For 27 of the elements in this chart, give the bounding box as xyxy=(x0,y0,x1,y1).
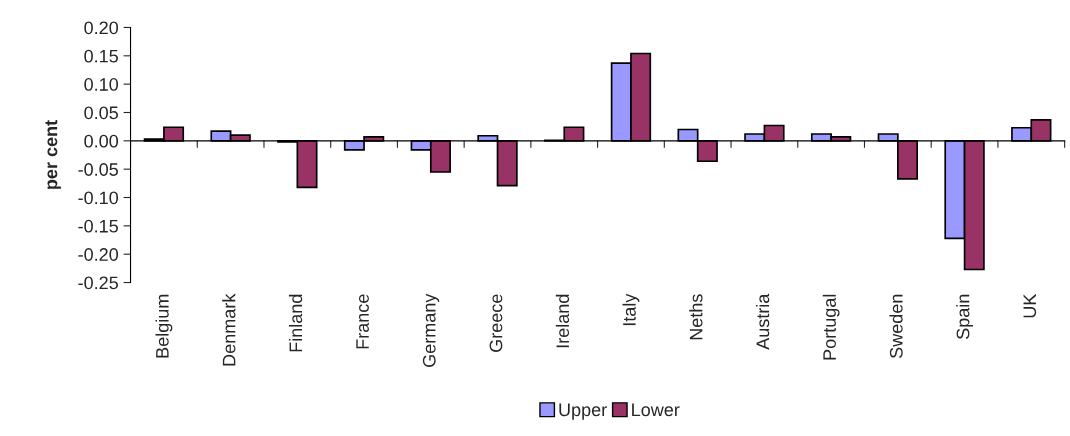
y-tick-label: 0.00 xyxy=(84,134,119,148)
y-tick-label: 0.10 xyxy=(84,78,119,91)
x-tick-label: Neths xyxy=(689,294,703,340)
x-tick-label: Denmark xyxy=(222,293,236,366)
x-tick-label: Austria xyxy=(755,293,770,350)
x-tick-label: Germany xyxy=(422,293,440,367)
x-tick-label: Sweden xyxy=(889,294,903,359)
x-tick-label: Italy xyxy=(622,293,640,326)
y-tick-label: -0.15 xyxy=(78,219,118,233)
y-axis-title: per cent xyxy=(45,120,61,189)
x-tick-label: Finland xyxy=(288,294,303,352)
legend-label: Lower xyxy=(632,403,680,417)
x-tick-label: France xyxy=(356,294,369,349)
x-tick-label: UK xyxy=(1023,293,1037,318)
y-tick-label: -0.20 xyxy=(78,248,119,261)
x-tick-label: Spain xyxy=(956,294,973,339)
y-tick-label: -0.10 xyxy=(78,191,119,205)
x-tick-label: Belgium xyxy=(155,294,173,358)
y-tick-label: 0.15 xyxy=(84,49,118,63)
y-tick-label: 0.20 xyxy=(84,21,119,35)
y-tick-label: -0.25 xyxy=(78,276,118,290)
y-tick-label: 0.05 xyxy=(84,106,118,120)
x-tick-label: Greece xyxy=(489,294,503,352)
y-tick-label: -0.05 xyxy=(78,163,118,176)
legend-label: Upper xyxy=(559,403,607,420)
x-tick-label: Ireland xyxy=(555,294,570,348)
x-tick-label: Portugal xyxy=(822,294,840,360)
